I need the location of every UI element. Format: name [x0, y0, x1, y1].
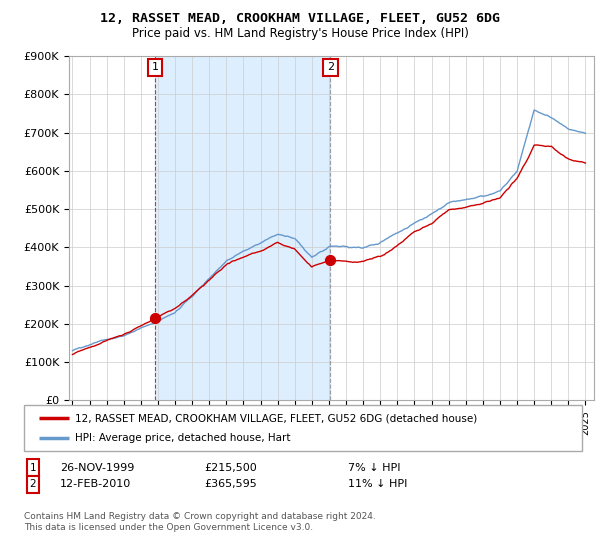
Text: 12, RASSET MEAD, CROOKHAM VILLAGE, FLEET, GU52 6DG: 12, RASSET MEAD, CROOKHAM VILLAGE, FLEET… [100, 12, 500, 25]
Text: 2: 2 [327, 63, 334, 72]
Text: Contains HM Land Registry data © Crown copyright and database right 2024.
This d: Contains HM Land Registry data © Crown c… [24, 512, 376, 532]
Bar [155, 56, 331, 400]
Text: Price paid vs. HM Land Registry's House Price Index (HPI): Price paid vs. HM Land Registry's House … [131, 27, 469, 40]
Text: 26-NOV-1999: 26-NOV-1999 [60, 463, 134, 473]
Text: £215,500: £215,500 [204, 463, 257, 473]
Text: HPI: Average price, detached house, Hart: HPI: Average price, detached house, Hart [75, 433, 290, 444]
Point [150, 314, 160, 323]
Text: 7% ↓ HPI: 7% ↓ HPI [348, 463, 401, 473]
Text: 2: 2 [29, 479, 37, 489]
Text: 12-FEB-2010: 12-FEB-2010 [60, 479, 131, 489]
Text: 12, RASSET MEAD, CROOKHAM VILLAGE, FLEET, GU52 6DG (detached house): 12, RASSET MEAD, CROOKHAM VILLAGE, FLEET… [75, 413, 477, 423]
Text: £365,595: £365,595 [204, 479, 257, 489]
Text: 1: 1 [29, 463, 37, 473]
Text: 11% ↓ HPI: 11% ↓ HPI [348, 479, 407, 489]
Point [326, 256, 335, 265]
Text: 1: 1 [152, 63, 158, 72]
